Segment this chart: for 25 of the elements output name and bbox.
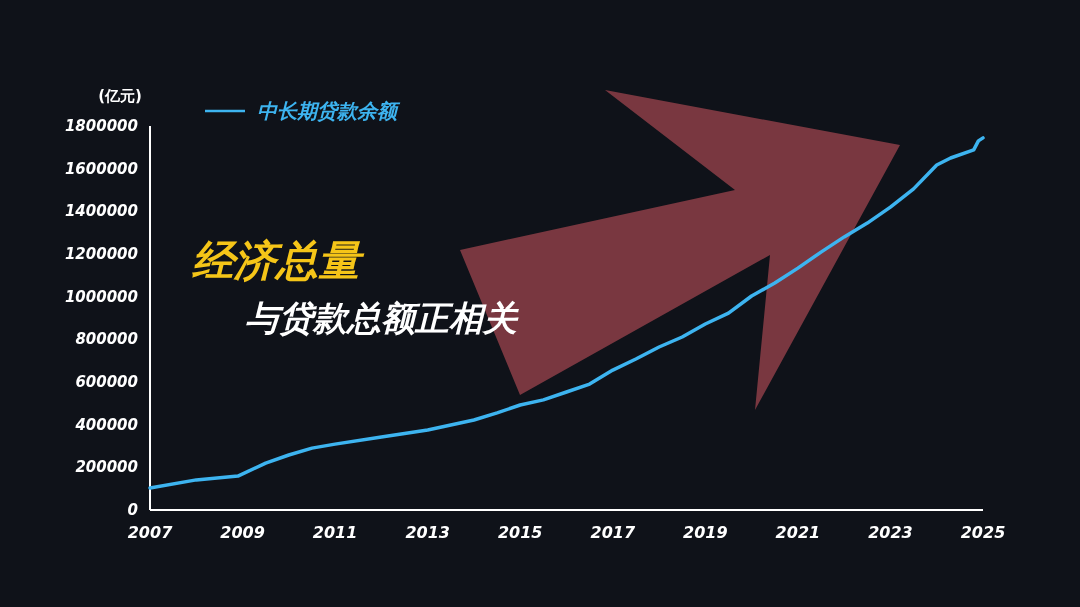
y-axis-title: (亿元) bbox=[98, 87, 142, 105]
x-tick-label: 2009 bbox=[220, 523, 265, 542]
x-tick-label: 2015 bbox=[497, 523, 543, 542]
y-tick-label: 1400000 bbox=[64, 202, 138, 221]
x-tick-label: 2013 bbox=[405, 523, 450, 542]
x-tick-label: 2017 bbox=[590, 523, 636, 542]
legend-label: 中长期贷款余额 bbox=[257, 99, 401, 123]
x-tick-label: 2019 bbox=[683, 523, 728, 542]
y-tick-label: 400000 bbox=[74, 415, 138, 434]
x-tick-label: 2025 bbox=[960, 523, 1006, 542]
x-tick-label: 2021 bbox=[775, 523, 821, 542]
annotation: 与贷款总额正相关 bbox=[245, 298, 519, 338]
y-tick-label: 800000 bbox=[75, 330, 138, 349]
y-tick-label: 1800000 bbox=[64, 117, 138, 135]
y-tick-label: 1000000 bbox=[64, 287, 138, 306]
y-tick-label: 0 bbox=[127, 501, 138, 519]
x-tick-label: 2023 bbox=[868, 523, 913, 542]
y-tick-label: 200000 bbox=[75, 458, 138, 477]
line-series bbox=[148, 136, 985, 490]
annotation: 经济总量 bbox=[192, 236, 365, 285]
y-tick-label: 600000 bbox=[75, 373, 138, 391]
x-tick-label: 2011 bbox=[312, 523, 358, 542]
x-tick-label: 2007 bbox=[127, 523, 174, 542]
y-tick-label: 1600000 bbox=[64, 159, 138, 178]
y-tick-label: 1200000 bbox=[64, 245, 138, 263]
